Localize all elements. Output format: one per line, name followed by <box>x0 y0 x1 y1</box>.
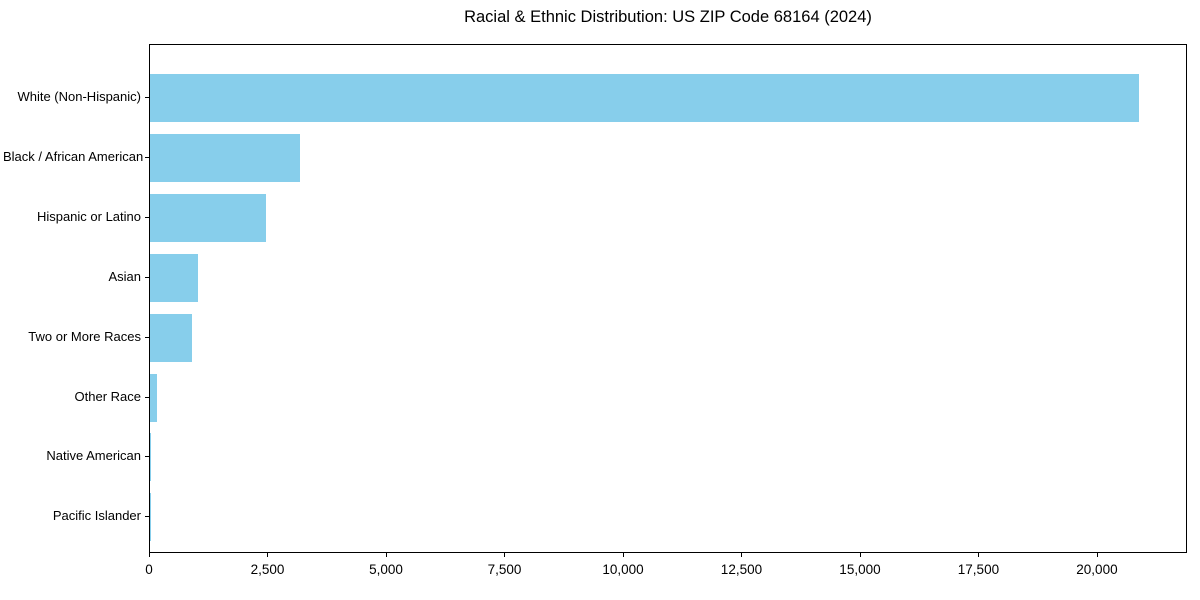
bar-white-non-hispanic <box>150 74 1139 122</box>
x-tick-label-2500: 2,500 <box>250 562 285 577</box>
y-tick-label-black-african-american: Black / African American <box>3 149 144 164</box>
x-tick-mark <box>741 553 742 557</box>
y-tick-mark <box>145 337 149 338</box>
bar-hispanic-or-latino <box>150 193 267 242</box>
y-tick-label-pacific-islander: Pacific Islander <box>52 508 141 523</box>
x-tick-label-0: 0 <box>145 562 153 577</box>
plot-area <box>149 44 1187 553</box>
y-tick-label-native-american: Native American <box>46 448 141 463</box>
x-tick-mark <box>267 553 268 557</box>
x-tick-mark <box>623 553 624 557</box>
x-tick-mark <box>386 553 387 557</box>
bar-native-american <box>150 433 152 482</box>
x-tick-label-7500: 7,500 <box>487 562 522 577</box>
x-tick-mark <box>1097 553 1098 557</box>
y-tick-mark <box>145 456 149 457</box>
y-tick-mark <box>145 157 149 158</box>
bar-two-or-more-races <box>150 313 193 362</box>
y-tick-mark <box>145 397 149 398</box>
x-tick-label-12500: 12,500 <box>720 562 763 577</box>
x-tick-label-17500: 17,500 <box>957 562 1000 577</box>
bar-black-african-american <box>150 133 301 182</box>
y-tick-label-two-or-more-races: Two or More Races <box>28 329 141 344</box>
chart-title: Racial & Ethnic Distribution: US ZIP Cod… <box>464 8 872 26</box>
y-tick-mark <box>145 97 149 98</box>
x-tick-mark <box>860 553 861 557</box>
y-tick-label-white-non-hispanic: White (Non-Hispanic) <box>17 89 141 104</box>
x-tick-label-5000: 5,000 <box>369 562 403 577</box>
y-tick-mark <box>145 217 149 218</box>
y-tick-mark <box>145 516 149 517</box>
y-tick-label-asian: Asian <box>108 269 141 284</box>
x-tick-label-15000: 15,000 <box>839 562 881 577</box>
y-tick-label-other-race: Other Race <box>74 389 141 404</box>
bar-other-race <box>150 373 157 422</box>
bar-asian <box>150 253 198 302</box>
x-tick-label-20000: 20,000 <box>1076 562 1118 577</box>
x-tick-mark <box>149 553 150 557</box>
y-tick-label-hispanic-or-latino: Hispanic or Latino <box>36 209 141 224</box>
y-tick-mark <box>145 277 149 278</box>
x-tick-mark <box>978 553 979 557</box>
x-tick-label-10000: 10,000 <box>602 562 644 577</box>
x-tick-mark <box>504 553 505 557</box>
